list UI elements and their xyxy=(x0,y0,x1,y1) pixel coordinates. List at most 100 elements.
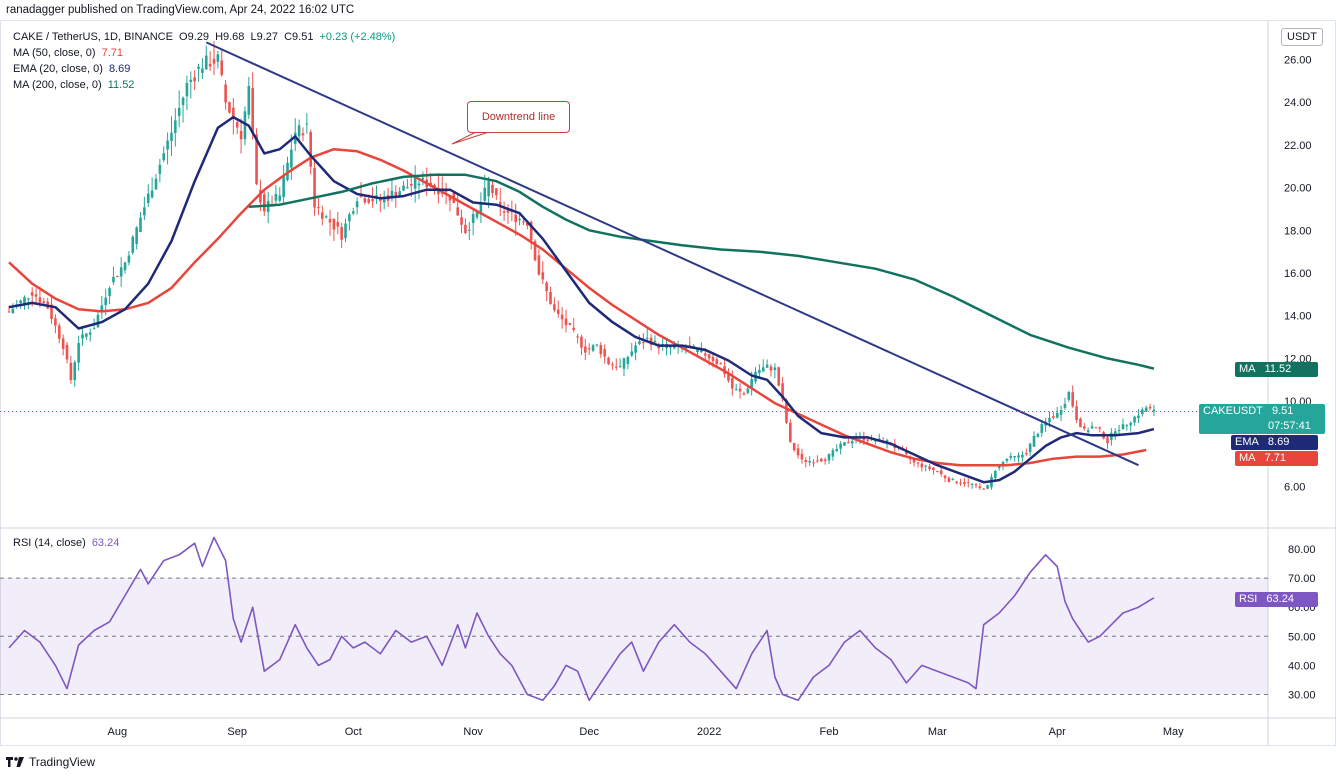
candle[interactable] xyxy=(955,481,958,483)
candle[interactable] xyxy=(556,309,560,314)
candle[interactable] xyxy=(119,267,123,277)
candle[interactable] xyxy=(819,458,823,462)
candle[interactable] xyxy=(1009,455,1013,458)
candle[interactable] xyxy=(994,470,997,478)
candle[interactable] xyxy=(936,470,939,472)
candle[interactable] xyxy=(197,66,200,69)
candle[interactable] xyxy=(777,367,781,386)
candle[interactable] xyxy=(332,218,336,230)
candle[interactable] xyxy=(549,292,552,305)
candle[interactable] xyxy=(30,292,34,296)
candle[interactable] xyxy=(545,282,548,292)
candle[interactable] xyxy=(634,345,637,353)
candle[interactable] xyxy=(487,181,490,197)
candle[interactable] xyxy=(112,276,115,283)
candle[interactable] xyxy=(765,364,769,368)
candle[interactable] xyxy=(584,346,587,353)
candle[interactable] xyxy=(305,123,309,125)
candle[interactable] xyxy=(162,153,166,161)
candle[interactable] xyxy=(572,327,576,331)
candle[interactable] xyxy=(77,343,80,363)
candle[interactable] xyxy=(553,304,556,311)
candle[interactable] xyxy=(317,207,320,209)
candle[interactable] xyxy=(351,211,355,214)
candle[interactable] xyxy=(290,149,293,168)
candle[interactable] xyxy=(81,334,84,339)
candle[interactable] xyxy=(274,193,278,201)
candle[interactable] xyxy=(669,346,672,348)
candle[interactable] xyxy=(835,448,839,451)
candle[interactable] xyxy=(344,223,347,239)
candle[interactable] xyxy=(467,229,471,231)
candle[interactable] xyxy=(1017,455,1020,458)
candle[interactable] xyxy=(433,184,436,187)
candle[interactable] xyxy=(170,132,173,141)
candle[interactable] xyxy=(715,359,719,365)
candle[interactable] xyxy=(216,54,220,62)
candle[interactable] xyxy=(127,255,131,263)
candle[interactable] xyxy=(599,344,603,355)
candle[interactable] xyxy=(1148,406,1152,409)
candle[interactable] xyxy=(483,187,487,201)
candle[interactable] xyxy=(11,308,15,314)
candle[interactable] xyxy=(313,167,316,208)
candle[interactable] xyxy=(409,183,413,186)
candle[interactable] xyxy=(823,459,827,461)
candle[interactable] xyxy=(874,440,877,442)
candle[interactable] xyxy=(943,475,947,479)
candle[interactable] xyxy=(831,450,835,457)
candle[interactable] xyxy=(978,486,982,488)
candle[interactable] xyxy=(645,337,649,339)
candle[interactable] xyxy=(761,367,765,372)
downtrend-line[interactable] xyxy=(205,41,1139,467)
candle[interactable] xyxy=(974,484,978,486)
candle[interactable] xyxy=(394,191,398,197)
candle[interactable] xyxy=(1028,443,1032,452)
candle[interactable] xyxy=(696,348,699,353)
candle[interactable] xyxy=(692,345,695,347)
candle[interactable] xyxy=(1152,409,1156,412)
candle[interactable] xyxy=(924,465,928,467)
rsi-legend[interactable]: RSI (14, close) 63.24 xyxy=(13,537,119,549)
candle[interactable] xyxy=(355,201,359,208)
candle[interactable] xyxy=(703,353,707,356)
candle[interactable] xyxy=(816,460,819,462)
candle[interactable] xyxy=(920,463,924,468)
candle[interactable] xyxy=(1133,416,1136,423)
candle[interactable] xyxy=(100,305,104,313)
candle[interactable] xyxy=(421,177,425,180)
candle[interactable] xyxy=(224,84,227,103)
candle[interactable] xyxy=(905,451,908,455)
candle[interactable] xyxy=(251,88,254,134)
candle[interactable] xyxy=(533,241,537,261)
candle[interactable] xyxy=(866,439,869,441)
candle[interactable] xyxy=(336,222,340,227)
candle[interactable] xyxy=(146,193,150,204)
candle[interactable] xyxy=(939,470,943,475)
candle[interactable] xyxy=(7,311,11,313)
candle[interactable] xyxy=(116,275,119,277)
candle[interactable] xyxy=(1141,409,1144,415)
candle[interactable] xyxy=(154,178,158,190)
candle[interactable] xyxy=(789,422,792,442)
candle[interactable] xyxy=(997,465,1001,469)
candle[interactable] xyxy=(587,348,591,350)
candle[interactable] xyxy=(537,255,541,275)
candle[interactable] xyxy=(568,323,572,325)
candle[interactable] xyxy=(742,393,746,395)
candle[interactable] xyxy=(491,184,494,194)
candle[interactable] xyxy=(177,107,181,116)
candle[interactable] xyxy=(688,345,692,347)
candle[interactable] xyxy=(932,467,935,471)
candle[interactable] xyxy=(603,349,606,357)
candle[interactable] xyxy=(340,226,343,240)
candle[interactable] xyxy=(1063,403,1067,408)
candle[interactable] xyxy=(576,336,579,338)
candle[interactable] xyxy=(734,389,738,391)
candle[interactable] xyxy=(526,222,529,226)
candle[interactable] xyxy=(1113,431,1117,435)
candle[interactable] xyxy=(208,63,212,67)
candle[interactable] xyxy=(417,183,421,186)
candle[interactable] xyxy=(707,354,711,359)
candle[interactable] xyxy=(324,216,328,218)
